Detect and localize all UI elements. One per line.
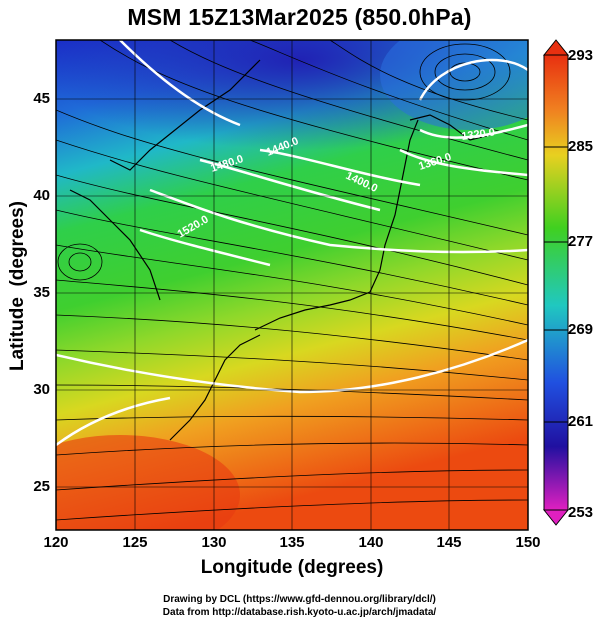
temperature-field [56, 40, 528, 530]
figure-title: MSM 15Z13Mar2025 (850.0hPa) [127, 4, 472, 30]
credit-data: Data from http://database.rish.kyoto-u.a… [162, 607, 437, 618]
y-tick-label: 35 [33, 284, 50, 301]
x-tick-label: 150 [515, 534, 541, 551]
y-tick-label: 25 [33, 478, 50, 495]
y-axis-label: Latitude (degrees) [7, 201, 28, 371]
y-tick-label: 45 [33, 90, 50, 107]
colorbar [542, 39, 570, 526]
x-axis-label: Longitude (degrees) [200, 557, 384, 578]
graticule [56, 40, 528, 530]
colorbar-tick-label: 277 [568, 233, 594, 250]
credit-drawing: Drawing by DCL (https://www.gfd-dennou.o… [163, 594, 436, 605]
plot-frame [55, 39, 529, 531]
colorbar-tick-label: 261 [568, 413, 594, 430]
x-tick-label: 140 [358, 534, 384, 551]
x-tick-label: 120 [43, 534, 69, 551]
colorbar-tick-label: 253 [568, 504, 594, 521]
geopotential-contours [56, 40, 528, 447]
wind-streamlines [56, 40, 528, 521]
y-tick-label: 40 [33, 187, 50, 204]
x-tick-label: 125 [122, 534, 148, 551]
coastlines [69, 59, 491, 441]
colorbar-tick-label: 293 [568, 47, 594, 64]
x-tick-label: 130 [201, 534, 227, 551]
colorbar-tick-label: 285 [568, 138, 594, 155]
x-tick-label: 135 [279, 534, 305, 551]
x-tick-label: 145 [436, 534, 462, 551]
colorbar-tick-label: 269 [568, 321, 594, 338]
contour-label: 1320.0 [461, 126, 496, 143]
y-tick-label: 30 [33, 381, 50, 398]
